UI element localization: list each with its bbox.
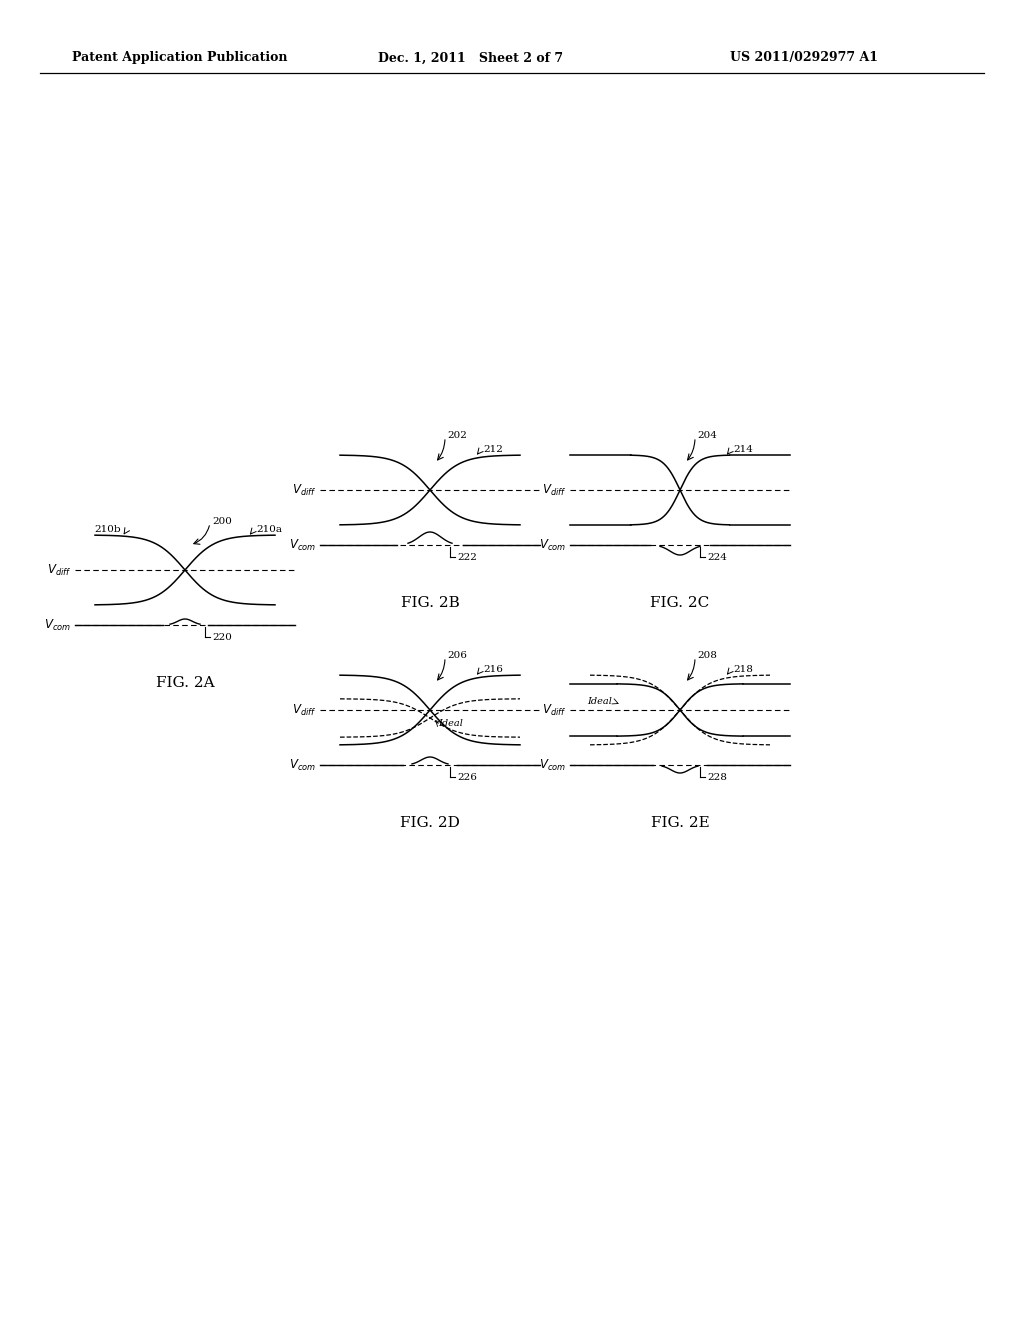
Text: Ideal: Ideal bbox=[438, 719, 463, 729]
Text: $V_{diff}$: $V_{diff}$ bbox=[542, 482, 566, 498]
Text: FIG. 2B: FIG. 2B bbox=[400, 597, 460, 610]
Text: $V_{com}$: $V_{com}$ bbox=[44, 618, 71, 632]
Text: Dec. 1, 2011   Sheet 2 of 7: Dec. 1, 2011 Sheet 2 of 7 bbox=[378, 51, 563, 65]
Text: 228: 228 bbox=[707, 772, 727, 781]
Text: 210b: 210b bbox=[94, 525, 121, 535]
Text: 216: 216 bbox=[483, 665, 503, 675]
Text: $V_{com}$: $V_{com}$ bbox=[289, 758, 316, 772]
Text: 218: 218 bbox=[733, 665, 753, 675]
Text: 222: 222 bbox=[457, 553, 477, 561]
Text: 224: 224 bbox=[707, 553, 727, 561]
Text: $V_{diff}$: $V_{diff}$ bbox=[47, 562, 71, 578]
Text: $V_{diff}$: $V_{diff}$ bbox=[292, 482, 316, 498]
Text: 202: 202 bbox=[447, 430, 467, 440]
Text: $V_{com}$: $V_{com}$ bbox=[539, 758, 566, 772]
Text: 214: 214 bbox=[733, 446, 753, 454]
Text: 220: 220 bbox=[212, 632, 231, 642]
Text: US 2011/0292977 A1: US 2011/0292977 A1 bbox=[730, 51, 878, 65]
Text: 208: 208 bbox=[697, 651, 717, 660]
Text: 204: 204 bbox=[697, 430, 717, 440]
Text: $V_{diff}$: $V_{diff}$ bbox=[292, 702, 316, 718]
Text: Ideal: Ideal bbox=[588, 697, 612, 706]
Text: 200: 200 bbox=[212, 516, 231, 525]
Text: FIG. 2C: FIG. 2C bbox=[650, 597, 710, 610]
Text: $V_{diff}$: $V_{diff}$ bbox=[542, 702, 566, 718]
Text: FIG. 2E: FIG. 2E bbox=[650, 816, 710, 830]
Text: 226: 226 bbox=[457, 772, 477, 781]
Text: Patent Application Publication: Patent Application Publication bbox=[72, 51, 288, 65]
Text: $V_{com}$: $V_{com}$ bbox=[539, 537, 566, 553]
Text: 210a: 210a bbox=[256, 525, 282, 535]
Text: 212: 212 bbox=[483, 446, 503, 454]
Text: FIG. 2A: FIG. 2A bbox=[156, 676, 214, 690]
Text: FIG. 2D: FIG. 2D bbox=[400, 816, 460, 830]
Text: $V_{com}$: $V_{com}$ bbox=[289, 537, 316, 553]
Text: 206: 206 bbox=[447, 651, 467, 660]
